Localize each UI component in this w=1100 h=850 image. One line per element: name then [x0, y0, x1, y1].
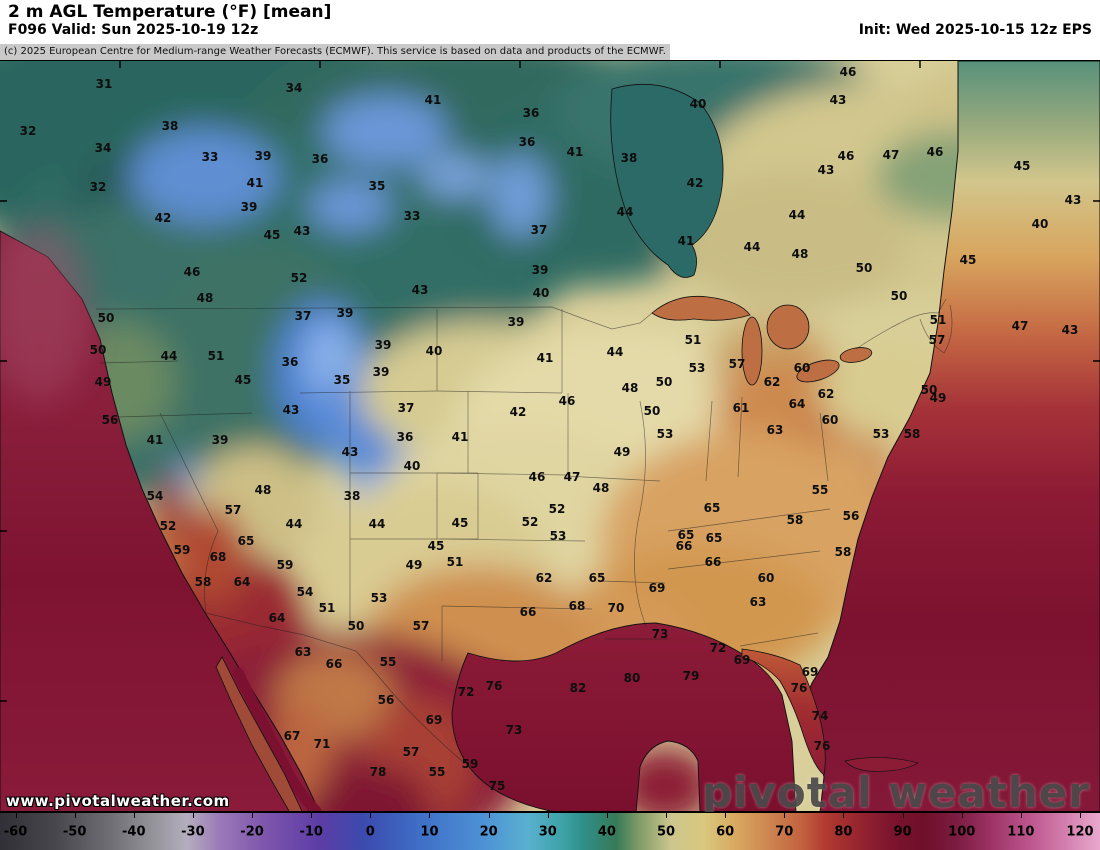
baja-peninsula	[215, 656, 303, 811]
colorbar-tick-mark	[902, 813, 904, 818]
colorbar-tick-label: -10	[299, 824, 323, 840]
colorbar-tick-mark	[15, 813, 17, 818]
colorbar-tick-label: -30	[181, 824, 205, 840]
colorbar-tick-label: 40	[597, 824, 616, 840]
colorbar-tick-label: -50	[62, 824, 87, 840]
colorbar-tick-label: 90	[893, 824, 912, 840]
colorbar-tick-label: 60	[716, 824, 735, 840]
colorbar-tick-label: -40	[122, 824, 146, 840]
colorbar-tick-label: 20	[479, 824, 498, 840]
temperature-map	[0, 60, 1100, 812]
temperature-map-graphic	[0, 61, 1100, 811]
colorbar-tick-label: 50	[656, 824, 676, 840]
colorbar-tick-label: 10	[420, 824, 439, 840]
colorbar-tick-label: 0	[365, 824, 375, 840]
colorbar-tick-mark	[370, 813, 372, 818]
colorbar-tick-mark	[725, 813, 727, 818]
colorbar-tick-mark	[192, 813, 194, 818]
colorbar-tick-mark	[488, 813, 490, 818]
temperature-colorbar: -60 -50 -40 -30 -20 -10 0 10 20 30 40 50 60 70 80 90 100…	[0, 812, 1100, 850]
watermark-text: www.pivotalweather.com	[6, 792, 230, 810]
copyright-text: (c) 2025 European Centre for Medium-rang…	[0, 44, 670, 60]
colorbar-tick-mark	[784, 813, 786, 818]
florida	[741, 648, 826, 776]
great-lakes	[651, 295, 873, 386]
atlantic-ocean	[799, 61, 1100, 811]
colorbar-tick-mark	[252, 813, 254, 818]
colorbar-tick-label: -60	[3, 824, 28, 840]
colorbar-tick-label: 120	[1066, 824, 1094, 840]
valid-time-text: F096 Valid: Sun 2025-10-19 12z	[8, 22, 259, 38]
gulf-of-california	[232, 667, 322, 811]
colorbar-tick-mark	[429, 813, 431, 818]
colorbar-tick-mark	[311, 813, 313, 818]
colorbar-tick-label: 30	[538, 824, 557, 840]
colorbar-tick-label: 80	[834, 824, 853, 840]
colorbar-tick-mark	[606, 813, 608, 818]
cuba	[844, 757, 919, 772]
colorbar-tick-mark	[961, 813, 963, 818]
political-borders	[95, 298, 953, 762]
colorbar-tick-mark	[1080, 813, 1081, 818]
colorbar-tick-label: 110	[1007, 824, 1035, 840]
colorbar-tick-label: -20	[240, 824, 264, 840]
colorbar-tick-mark	[666, 813, 668, 818]
colorbar-tick-mark	[843, 813, 845, 818]
pacific-ocean	[0, 230, 320, 811]
gulf-of-mexico	[451, 622, 797, 811]
colorbar-tick-label: 70	[775, 824, 794, 840]
hudson-bay	[610, 83, 724, 278]
init-time-text: Init: Wed 2025-10-15 12z EPS	[858, 22, 1092, 38]
header: 2 m AGL Temperature (°F) [mean] F096 Val…	[0, 0, 1100, 60]
colorbar-tick-mark	[547, 813, 549, 818]
pivotal-weather-logo: pivotal weather	[702, 768, 1090, 817]
colorbar-tick-mark	[74, 813, 76, 818]
colorbar-tick-label: 100	[948, 824, 976, 840]
colorbar-tick-mark	[1020, 813, 1022, 818]
colorbar-tick-mark	[133, 813, 135, 818]
graticule-ticks	[0, 61, 1100, 702]
page-title: 2 m AGL Temperature (°F) [mean]	[8, 2, 332, 22]
